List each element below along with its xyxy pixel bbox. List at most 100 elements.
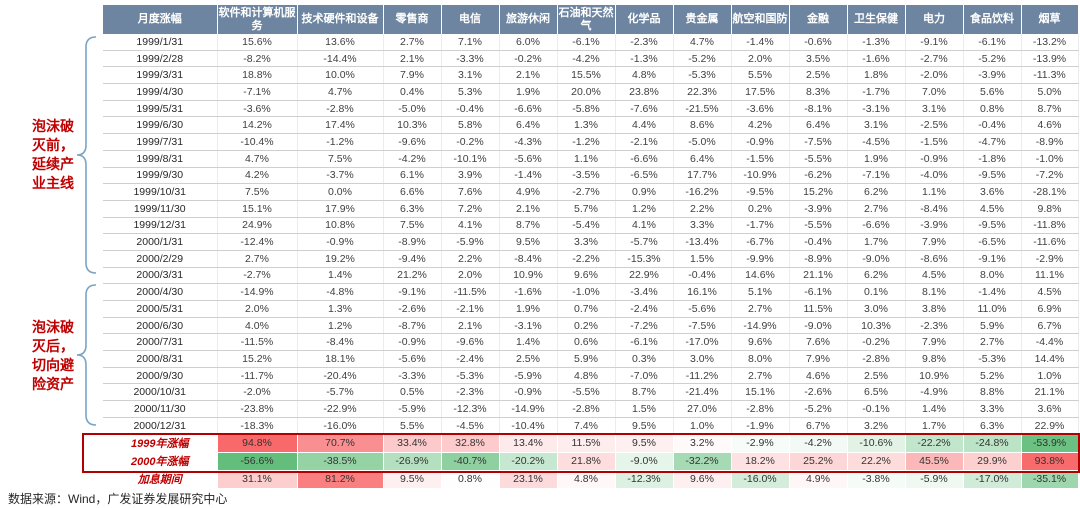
value-cell: -2.5% xyxy=(905,116,964,135)
value-cell: 7.9% xyxy=(905,333,964,352)
table-row: 1999/5/31 -3.6% -2.8% -5.0% -0.4% -6.6% -5.8% -… xyxy=(103,100,1079,118)
summary-value-cell: 22.2% xyxy=(847,452,906,471)
value-cell: 7.5% xyxy=(383,217,442,235)
header-cell-sector: 航空和国防 xyxy=(731,5,790,34)
value-cell: -5.6% xyxy=(383,350,442,368)
value-cell: 9.8% xyxy=(1021,200,1079,218)
row-date: 1999/6/30 xyxy=(103,116,218,135)
value-cell: -2.0% xyxy=(217,383,298,402)
header-cell-sector: 金融 xyxy=(789,5,848,34)
value-cell: 7.4% xyxy=(557,417,616,435)
value-cell: -2.3% xyxy=(615,34,674,51)
value-cell: -11.8% xyxy=(1021,217,1079,235)
value-cell: -8.6% xyxy=(905,250,964,268)
value-cell: 2.5% xyxy=(789,66,848,85)
header-cell-sector: 化学品 xyxy=(615,5,674,34)
value-cell: 10.0% xyxy=(297,66,384,85)
value-cell: -5.3% xyxy=(673,66,732,85)
summary-value-cell: 9.5% xyxy=(383,470,442,489)
value-cell: -15.3% xyxy=(615,250,674,268)
value-cell: 27.0% xyxy=(673,400,732,418)
curly-brace-icon xyxy=(76,284,97,426)
table-row: 2000/3/31 -2.7% 1.4% 21.2% 2.0% 10.9% 9.6% 22.9… xyxy=(103,267,1079,285)
value-cell: -1.3% xyxy=(615,50,674,68)
value-cell: 2.0% xyxy=(731,50,790,68)
value-cell: -2.7% xyxy=(905,50,964,68)
value-cell: 3.8% xyxy=(905,300,964,318)
value-cell: 20.0% xyxy=(557,83,616,101)
value-cell: -2.3% xyxy=(441,383,500,402)
value-cell: -0.2% xyxy=(441,133,500,151)
value-cell: -1.9% xyxy=(731,417,790,435)
value-cell: 4.2% xyxy=(217,167,298,185)
value-cell: 23.8% xyxy=(615,83,674,101)
value-cell: 3.1% xyxy=(441,66,500,85)
value-cell: 6.3% xyxy=(963,417,1022,435)
value-cell: -18.3% xyxy=(217,417,298,435)
value-cell: 18.1% xyxy=(297,350,384,368)
value-cell: 21.2% xyxy=(383,267,442,285)
value-cell: 9.6% xyxy=(731,333,790,352)
table-row: 2000/8/31 15.2% 18.1% -5.6% -2.4% 2.5% 5.9% 0.3… xyxy=(103,350,1079,368)
summary-value-cell: 4.9% xyxy=(789,470,848,489)
value-cell: 2.7% xyxy=(731,367,790,385)
value-cell: -3.3% xyxy=(383,367,442,385)
table-row: 2000/12/31 -18.3% -16.0% 5.5% -4.5% -10.4% 7.4… xyxy=(103,417,1079,435)
value-cell: -5.5% xyxy=(557,383,616,402)
value-cell: -2.1% xyxy=(441,300,500,318)
value-cell: 6.9% xyxy=(1021,300,1079,318)
value-cell: 17.7% xyxy=(673,167,732,185)
value-cell: 4.1% xyxy=(615,217,674,235)
value-cell: 2.0% xyxy=(217,300,298,318)
table-row: 1999/3/31 18.8% 10.0% 7.9% 3.1% 2.1% 15.5% 4.8%… xyxy=(103,66,1079,85)
value-cell: 1.3% xyxy=(557,116,616,135)
table-header: 月度涨幅 软件和计算机服务 技术硬件和设备 零售商 电信 旅游休闲 石油和天然气 化学品 贵金属… xyxy=(103,5,1079,34)
value-cell: -1.7% xyxy=(731,217,790,235)
value-cell: 8.8% xyxy=(963,383,1022,402)
curly-brace-icon xyxy=(76,36,97,274)
value-cell: 17.5% xyxy=(731,83,790,101)
value-cell: -2.4% xyxy=(615,300,674,318)
value-cell: -0.2% xyxy=(499,50,558,68)
value-cell: -21.5% xyxy=(673,100,732,118)
value-cell: -5.2% xyxy=(963,50,1022,68)
table-row: 1999/7/31 -10.4% -1.2% -9.6% -0.2% -4.3% -1.2%… xyxy=(103,133,1079,151)
value-cell: 14.4% xyxy=(1021,350,1079,368)
summary-value-cell: 93.8% xyxy=(1021,452,1079,471)
value-cell: 7.9% xyxy=(383,66,442,85)
row-date: 1999/4/30 xyxy=(103,83,218,101)
header-row: 月度涨幅 软件和计算机服务 技术硬件和设备 零售商 电信 旅游休闲 石油和天然气 化学品 贵金属… xyxy=(103,5,1079,34)
value-cell: -16.2% xyxy=(673,183,732,201)
table-row: 2000/1/31 -12.4% -0.9% -8.9% -5.9% 9.5% 3.3% -5… xyxy=(103,233,1079,251)
value-cell: 5.0% xyxy=(1021,83,1079,101)
value-cell: 24.9% xyxy=(217,217,298,235)
value-cell: -5.9% xyxy=(441,233,500,251)
row-date: 1999/11/30 xyxy=(103,200,218,218)
summary-value-cell: 4.8% xyxy=(557,470,616,489)
value-cell: 6.4% xyxy=(673,150,732,168)
value-cell: -0.1% xyxy=(847,400,906,418)
summary-value-cell: -32.2% xyxy=(673,452,732,471)
summary-row: 加息期间 31.1% 81.2% 9.5% 0.8% 23.1% 4.8% -12.3% 9.6… xyxy=(103,470,1079,489)
value-cell: 5.9% xyxy=(963,317,1022,335)
value-cell: 1.0% xyxy=(1021,367,1079,385)
table-row: 2000/2/29 2.7% 19.2% -9.4% 2.2% -8.4% -2.2% -15… xyxy=(103,250,1079,268)
value-cell: -6.1% xyxy=(557,34,616,51)
value-cell: -7.5% xyxy=(673,317,732,335)
table-row: 1999/12/31 24.9% 10.8% 7.5% 4.1% 8.7% -5.4% 4.1… xyxy=(103,217,1079,235)
value-cell: 2.7% xyxy=(731,300,790,318)
value-cell: 5.7% xyxy=(557,200,616,218)
value-cell: -9.6% xyxy=(441,333,500,352)
value-cell: 5.5% xyxy=(731,66,790,85)
value-cell: 3.2% xyxy=(847,417,906,435)
header-cell-sector: 食品饮料 xyxy=(963,5,1022,34)
summary-value-cell: -2.9% xyxy=(731,434,790,453)
value-cell: 7.0% xyxy=(905,83,964,101)
value-cell: 8.1% xyxy=(905,283,964,301)
value-cell: -9.0% xyxy=(789,317,848,335)
summary-value-cell: -4.2% xyxy=(789,434,848,453)
value-cell: -6.1% xyxy=(789,283,848,301)
header-cell-sector: 旅游休闲 xyxy=(499,5,558,34)
value-cell: -6.6% xyxy=(499,100,558,118)
summary-value-cell: 32.8% xyxy=(441,434,500,453)
